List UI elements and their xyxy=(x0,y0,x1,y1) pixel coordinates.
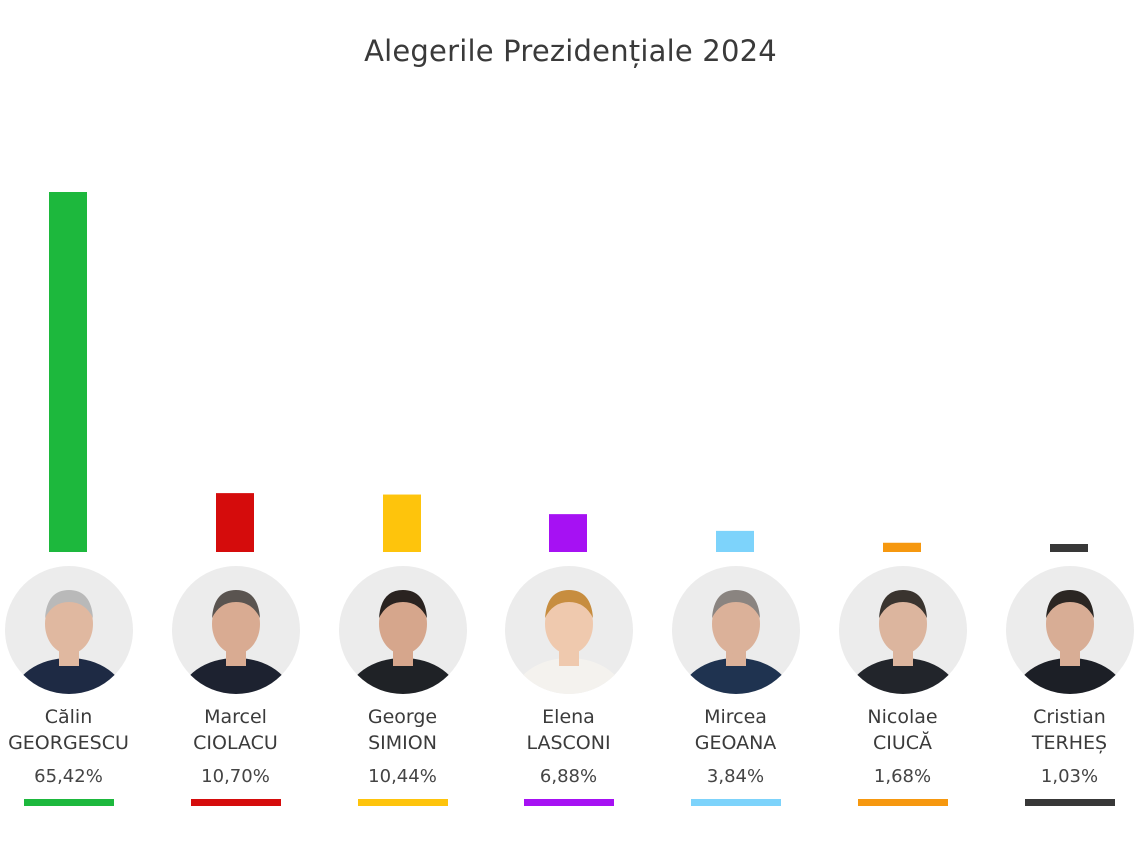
bar-4 xyxy=(549,514,587,552)
candidate-card: Cristian TERHEȘ 1,03% xyxy=(986,566,1141,806)
bar-1 xyxy=(49,192,87,552)
bar-5 xyxy=(716,530,754,552)
candidate-percentage: 6,88% xyxy=(539,766,598,787)
candidate-color-line xyxy=(857,799,948,806)
candidate-card: Elena LASCONI 6,88% xyxy=(485,566,652,806)
candidate-first-name: Marcel xyxy=(204,706,267,728)
chart-title: Alegerile Prezidențiale 2024 xyxy=(364,34,777,68)
candidate-last-name: GEORGESCU xyxy=(8,732,129,754)
candidate-first-name: George xyxy=(367,706,438,728)
candidate-photo xyxy=(504,566,633,694)
candidate-last-name: TERHEȘ xyxy=(1031,732,1108,754)
candidate-last-name: GEOANA xyxy=(694,732,777,754)
candidate-card: George SIMION 10,44% xyxy=(319,566,486,806)
bar-7 xyxy=(1050,544,1088,552)
candidate-percentage: 1,03% xyxy=(1040,766,1099,787)
bar-chart xyxy=(49,192,1088,552)
bar-2 xyxy=(216,493,254,552)
candidate-percentage: 65,42% xyxy=(34,766,103,787)
candidate-first-name: Cristian xyxy=(1033,706,1106,728)
bar-3 xyxy=(383,494,421,552)
candidate-first-name: Nicolae xyxy=(867,706,938,728)
candidate-photo xyxy=(338,566,467,694)
candidate-percentage: 10,70% xyxy=(201,766,270,787)
bar-6 xyxy=(883,542,921,552)
candidate-card: Marcel CIOLACU 10,70% xyxy=(152,566,319,806)
candidate-last-name: LASCONI xyxy=(526,732,611,754)
candidate-first-name: Elena xyxy=(542,706,595,728)
candidate-photo xyxy=(1005,566,1134,694)
candidate-card: Mircea GEOANA 3,84% xyxy=(652,566,819,806)
candidate-color-line xyxy=(523,799,614,806)
candidate-first-name: Mircea xyxy=(704,706,767,728)
candidate-photo xyxy=(838,566,967,694)
candidate-photo xyxy=(171,566,300,694)
candidate-percentage: 3,84% xyxy=(706,766,765,787)
candidate-percentage: 1,68% xyxy=(873,766,932,787)
candidate-percentage: 10,44% xyxy=(368,766,437,787)
candidate-color-line xyxy=(190,799,281,806)
candidate-last-name: CIOLACU xyxy=(193,732,278,754)
candidate-photo xyxy=(4,566,133,694)
candidate-color-line xyxy=(690,799,781,806)
candidate-color-line xyxy=(1024,799,1115,806)
candidate-photo xyxy=(671,566,800,694)
candidate-color-line xyxy=(357,799,448,806)
candidate-card: Nicolae CIUCĂ 1,68% xyxy=(819,566,986,806)
candidate-color-line xyxy=(23,799,114,806)
candidate-last-name: CIUCĂ xyxy=(872,732,933,754)
candidate-first-name: Călin xyxy=(44,706,93,728)
candidate-last-name: SIMION xyxy=(368,732,437,754)
candidate-card: Călin GEORGESCU 65,42% xyxy=(0,566,152,806)
